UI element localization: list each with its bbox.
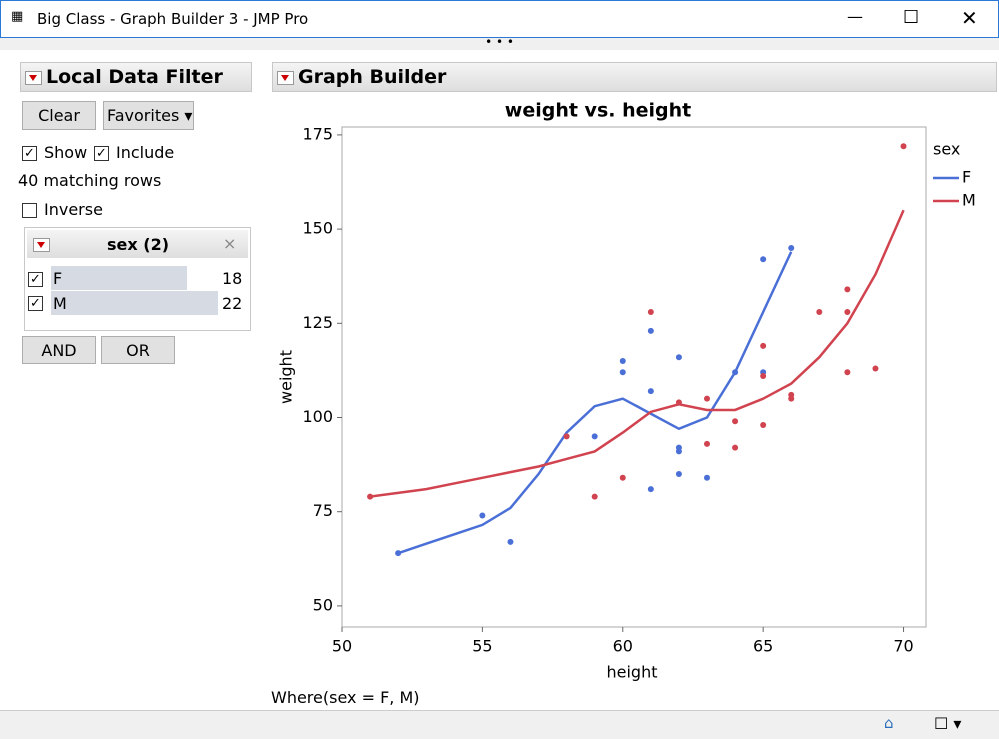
point xyxy=(816,309,823,316)
close[interactable]: ✕ xyxy=(961,6,978,30)
x-tick-label: 70 xyxy=(893,637,913,656)
level-count: 18 xyxy=(222,269,243,288)
column-filter: sex (2) × ✓ F 18 ✓ M 22 xyxy=(24,227,251,331)
point xyxy=(619,357,626,364)
y-tick-label: 75 xyxy=(313,501,333,520)
status-bar: ⌂ ☐ ▾ xyxy=(0,710,999,739)
legend-label: M xyxy=(962,191,976,210)
level-label: F xyxy=(53,269,63,288)
point xyxy=(872,365,879,372)
fit-line xyxy=(397,251,793,555)
options-icon[interactable]: ☐ ▾ xyxy=(934,714,962,733)
x-tick-label: 65 xyxy=(753,637,773,656)
x-tick-label: 50 xyxy=(332,637,352,656)
point xyxy=(788,395,795,402)
inverse-checkbox[interactable] xyxy=(22,203,37,218)
y-tick-label: 125 xyxy=(302,313,333,332)
point xyxy=(395,550,402,557)
y-tick-label: 175 xyxy=(302,124,333,143)
x-axis-label: height xyxy=(607,663,658,682)
legend-title: sex xyxy=(933,140,960,159)
x-tick-label: 55 xyxy=(472,637,492,656)
point xyxy=(675,471,682,478)
legend-label: F xyxy=(962,168,971,187)
column-header: sex (2) × xyxy=(27,230,248,258)
include-label: Include xyxy=(116,143,175,162)
point xyxy=(591,433,598,440)
filter-title: Local Data Filter xyxy=(46,66,223,88)
point xyxy=(760,373,767,380)
point xyxy=(647,309,654,316)
column-title: sex (2) xyxy=(107,235,170,254)
point xyxy=(732,444,739,451)
point xyxy=(619,369,626,376)
point xyxy=(647,388,654,395)
point xyxy=(704,474,710,481)
point xyxy=(704,440,710,447)
point xyxy=(647,486,654,493)
point xyxy=(760,342,767,349)
where-clause: Where(sex = F, M) xyxy=(271,688,420,707)
point xyxy=(844,309,851,316)
y-axis-label: weight xyxy=(277,350,296,404)
and-button[interactable]: AND xyxy=(22,336,96,364)
inverse-label: Inverse xyxy=(44,200,103,219)
show-label: Show xyxy=(44,143,88,162)
favorites-label: Favorites xyxy=(107,106,180,125)
point xyxy=(675,354,682,361)
point xyxy=(507,538,514,545)
home-icon[interactable]: ⌂ xyxy=(884,714,894,732)
y-tick-label: 50 xyxy=(313,595,333,614)
graph-title: Graph Builder xyxy=(298,66,447,88)
show-checkbox[interactable]: ✓ xyxy=(22,146,37,161)
point xyxy=(900,143,907,150)
level-label: M xyxy=(53,294,67,313)
include-checkbox[interactable]: ✓ xyxy=(94,146,109,161)
favorites-button[interactable]: Favorites ▾ xyxy=(103,101,194,130)
filter-header[interactable]: Local Data Filter xyxy=(20,62,252,92)
point xyxy=(704,395,710,402)
level-bar[interactable] xyxy=(51,266,187,290)
plot-frame xyxy=(341,126,927,628)
y-tick-label: 150 xyxy=(302,219,333,238)
window-title: Big Class - Graph Builder 3 - JMP Pro xyxy=(37,10,309,28)
point xyxy=(563,433,570,440)
matching-rows: 40 matching rows xyxy=(18,171,162,190)
point xyxy=(367,493,374,500)
point xyxy=(760,256,767,263)
level-count: 22 xyxy=(222,294,243,313)
point xyxy=(675,399,682,406)
title-bar: ▦ Big Class - Graph Builder 3 - JMP Pro … xyxy=(0,0,999,38)
clear-button[interactable]: Clear xyxy=(22,101,96,130)
maximize[interactable]: ☐ xyxy=(903,7,920,28)
app-icon: ▦ xyxy=(11,9,24,24)
graph-header[interactable]: Graph Builder xyxy=(272,62,997,92)
point xyxy=(844,286,851,293)
point xyxy=(760,422,767,429)
point xyxy=(732,418,739,425)
chart-title: weight vs. height xyxy=(505,100,691,122)
fit-line xyxy=(369,209,905,498)
x-tick-label: 60 xyxy=(613,637,633,656)
y-tick-label: 100 xyxy=(302,407,333,426)
point xyxy=(479,512,486,519)
level-bar[interactable] xyxy=(51,291,218,315)
level-checkbox[interactable]: ✓ xyxy=(28,296,43,311)
point xyxy=(844,369,851,376)
point xyxy=(647,327,654,334)
point xyxy=(619,474,626,481)
level-checkbox[interactable]: ✓ xyxy=(28,272,43,287)
remove-column[interactable]: × xyxy=(223,234,237,253)
chart: weight vs. height height weight sex 50 75… xyxy=(277,100,976,682)
point xyxy=(591,493,598,500)
point xyxy=(675,448,682,455)
minimize[interactable]: — xyxy=(847,7,863,26)
point xyxy=(788,244,795,251)
splitter[interactable]: • • • xyxy=(0,36,999,50)
or-button[interactable]: OR xyxy=(101,336,175,364)
point xyxy=(732,369,739,376)
